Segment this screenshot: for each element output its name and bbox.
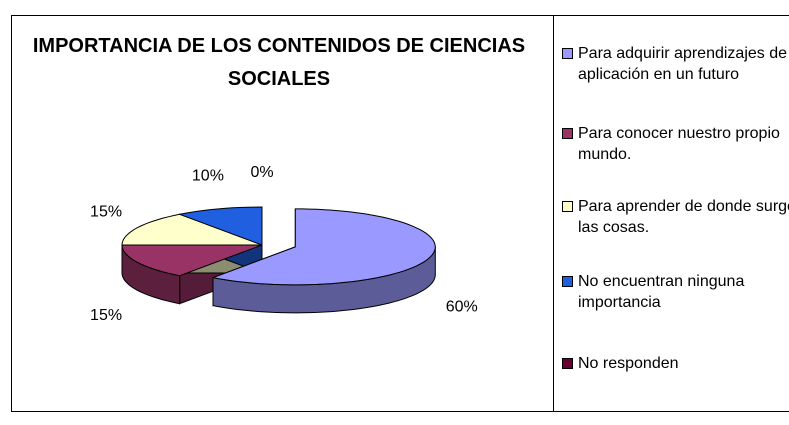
- legend: Para adquirir aprendizajes de aplicación…: [553, 15, 789, 412]
- legend-label: Para adquirir aprendizajes de aplicación…: [578, 45, 788, 83]
- legend-label: Para conocer nuestro propio mundo.: [578, 125, 780, 163]
- chart-title: IMPORTANCIA DE LOS CONTENIDOS DE CIENCIA…: [32, 35, 526, 90]
- legend-item: No responden: [562, 353, 789, 374]
- slice: [211, 208, 436, 286]
- legend-item: No encuentran ninguna importancia: [562, 271, 789, 313]
- chart-frame: [11, 15, 789, 412]
- legend-label: Para aprender de donde surgen las cosas.: [578, 198, 789, 236]
- legend-label: No encuentran ninguna importancia: [578, 273, 745, 311]
- slice: [177, 206, 263, 246]
- slice: [121, 244, 263, 277]
- legend-swatch: [562, 358, 573, 369]
- data-label: 10%: [192, 168, 224, 185]
- legend-swatch: [562, 276, 573, 287]
- legend-swatch: [562, 48, 573, 59]
- data-label: 15%: [90, 307, 122, 324]
- pie-chart: 60% 15% 15% 10% 0%: [90, 164, 478, 324]
- legend-item: Para adquirir aprendizajes de aplicación…: [562, 43, 789, 85]
- legend-item: Para aprender de donde surgen las cosas.: [562, 196, 789, 238]
- data-label: 0%: [250, 164, 273, 181]
- legend-label: No responden: [578, 355, 679, 372]
- data-label: 60%: [446, 298, 478, 315]
- legend-swatch: [562, 201, 573, 212]
- legend-swatch: [562, 128, 573, 139]
- legend-item: Para conocer nuestro propio mundo.: [562, 123, 789, 165]
- slice: [121, 213, 263, 246]
- data-label: 15%: [90, 203, 122, 220]
